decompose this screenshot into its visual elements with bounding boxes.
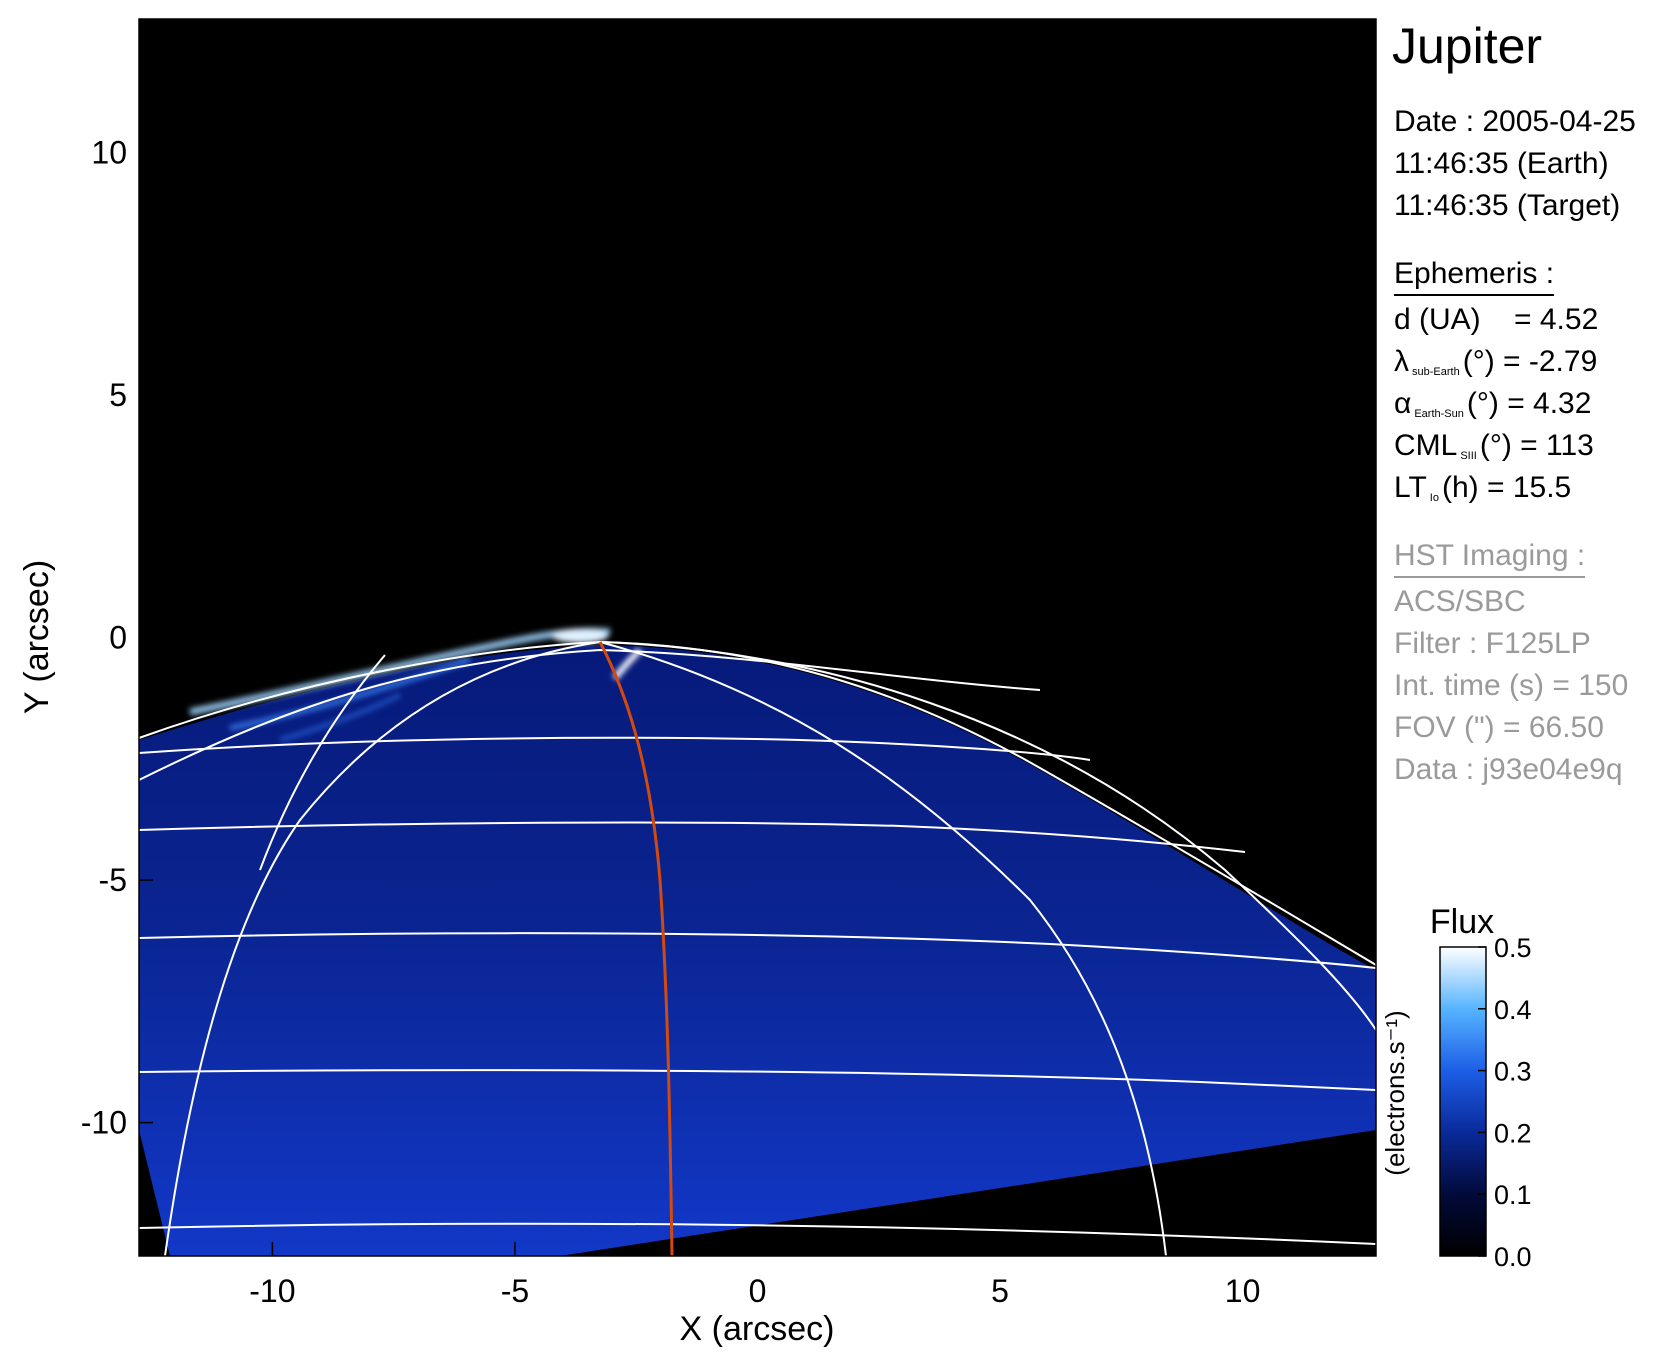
limb-line — [139, 640, 1376, 966]
x-tick-label: 5 — [991, 1273, 1009, 1309]
lat-lon-grid — [139, 640, 1376, 1256]
latitude-line — [139, 1222, 1376, 1245]
alpha-value: (°) = 4.32 — [1466, 387, 1592, 420]
panel-title: Jupiter — [1392, 18, 1543, 74]
lt-value: (h) = 15.5 — [1441, 471, 1572, 504]
y-tick-label: 10 — [91, 134, 127, 170]
x-tick-label: 10 — [1225, 1273, 1261, 1309]
colorbar-tick-label: 0.2 — [1494, 1118, 1532, 1148]
distance-line: d (UA) = 4.52 — [1394, 303, 1599, 336]
cml-sub: SIII — [1460, 450, 1477, 462]
y-axis: 10 5 0 -5 -10 — [81, 134, 153, 1141]
colorbar-tick-label: 0.0 — [1494, 1242, 1532, 1272]
time-target: 11:46:35 (Target) — [1394, 189, 1621, 222]
x-axis-label: X (arcsec) — [680, 1310, 835, 1348]
y-tick-label: 0 — [109, 620, 127, 656]
colorbar — [1439, 946, 1487, 1257]
data-id-line: Data : j93e04e9q — [1394, 753, 1623, 786]
x-axis: -10 -5 0 5 10 — [249, 1242, 1260, 1309]
colorbar-title: Flux — [1430, 903, 1494, 941]
y-axis-label: Y (arcsec) — [18, 560, 56, 714]
lt-symbol: LT — [1394, 471, 1427, 504]
colorbar-tick-label: 0.3 — [1494, 1057, 1532, 1087]
meridian-line — [599, 641, 1376, 1031]
imaging-header-text: HST Imaging : — [1394, 538, 1586, 578]
x-tick-label: -5 — [501, 1273, 529, 1309]
colorbar-tick-label: 0.4 — [1494, 995, 1532, 1025]
meridian-line — [164, 641, 601, 1256]
lt-sub: Io — [1429, 492, 1439, 504]
instrument-line: ACS/SBC — [1394, 585, 1526, 618]
planet-disk — [139, 645, 1376, 1256]
lambda-symbol: λ — [1394, 345, 1409, 378]
meridian-line — [259, 654, 386, 871]
latitude-line — [139, 1069, 1376, 1091]
date-line: Date : 2005-04-25 — [1394, 105, 1636, 138]
cml-symbol: CML — [1394, 429, 1458, 462]
int-time-line: Int. time (s) = 150 — [1394, 669, 1629, 702]
central-meridian-line — [598, 641, 674, 1256]
y-tick-label: 5 — [109, 377, 127, 413]
meridian-line — [599, 641, 1167, 1256]
colorbar-tick-label: 0.5 — [1494, 933, 1532, 963]
lambda-line: λ sub-Earth (°) = -2.79 — [1394, 344, 1597, 390]
colorbar-label: (electrons.s⁻¹) — [1380, 1010, 1410, 1175]
colorbar-ticks: 0.0 0.1 0.2 0.3 0.4 0.5 — [1478, 933, 1532, 1272]
colorbar-tick-label: 0.1 — [1494, 1180, 1532, 1210]
latitude-line — [139, 932, 1376, 969]
x-tick-label: -10 — [249, 1273, 295, 1309]
x-tick-label: 0 — [749, 1273, 767, 1309]
y-tick-label: -10 — [81, 1105, 127, 1141]
ephemeris-header: Ephemeris : — [1394, 256, 1555, 296]
cml-line: CML SIII (°) = 113 — [1394, 428, 1594, 474]
y-tick-label: -5 — [99, 862, 127, 898]
lambda-value: (°) = -2.79 — [1462, 345, 1598, 378]
cml-value: (°) = 113 — [1479, 429, 1594, 462]
fov-line: FOV (") = 66.50 — [1394, 711, 1604, 744]
filter-line: Filter : F125LP — [1394, 627, 1591, 660]
time-earth: 11:46:35 (Earth) — [1394, 147, 1609, 180]
alpha-symbol: α — [1394, 387, 1412, 420]
latitude-line — [139, 648, 1041, 781]
alpha-line: α Earth-Sun (°) = 4.32 — [1394, 386, 1591, 432]
alpha-sub: Earth-Sun — [1414, 408, 1464, 420]
ephemeris-header-text: Ephemeris : — [1394, 256, 1555, 296]
latitude-line — [139, 736, 1091, 761]
lambda-sub: sub-Earth — [1412, 366, 1460, 378]
lt-line: LT Io (h) = 15.5 — [1394, 470, 1571, 516]
imaging-header: HST Imaging : — [1394, 538, 1586, 578]
latitude-line — [139, 821, 1246, 853]
